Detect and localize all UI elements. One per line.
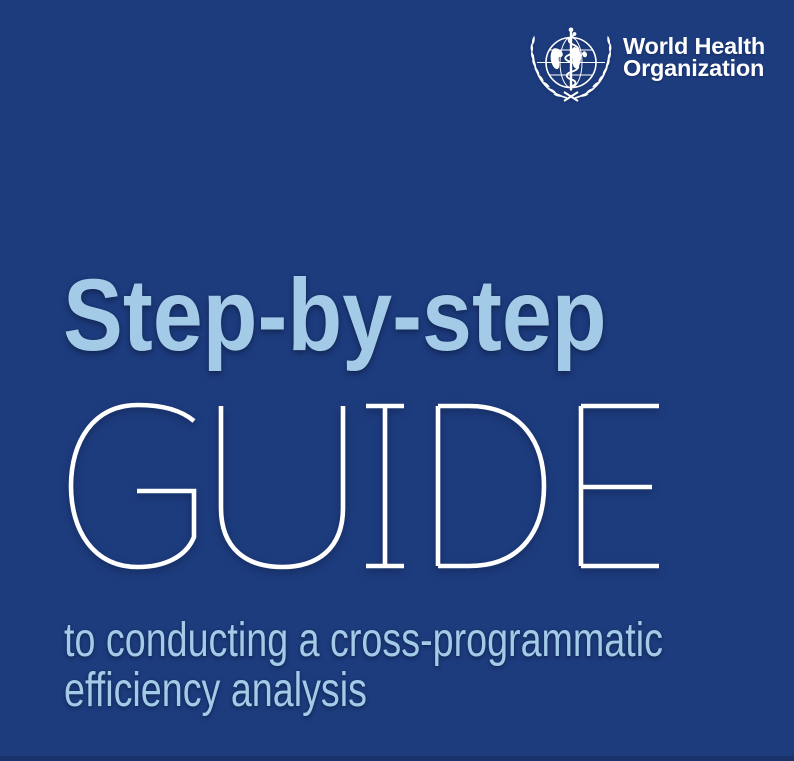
subtitle-line2: efficiency analysis [64,664,367,717]
title-kicker: Step-by-step [63,258,607,372]
page-bottom-edge [0,756,794,761]
who-logo: World Health Organization [529,27,765,102]
who-emblem-icon [529,27,613,102]
who-org-name: World Health Organization [623,33,766,81]
who-name-line2: Organization [623,54,765,81]
who-name-line1: World Health [623,33,766,59]
subtitle: to conducting a cross-programmatic effic… [64,616,663,716]
subtitle-line1: to conducting a cross-programmatic [64,614,663,667]
